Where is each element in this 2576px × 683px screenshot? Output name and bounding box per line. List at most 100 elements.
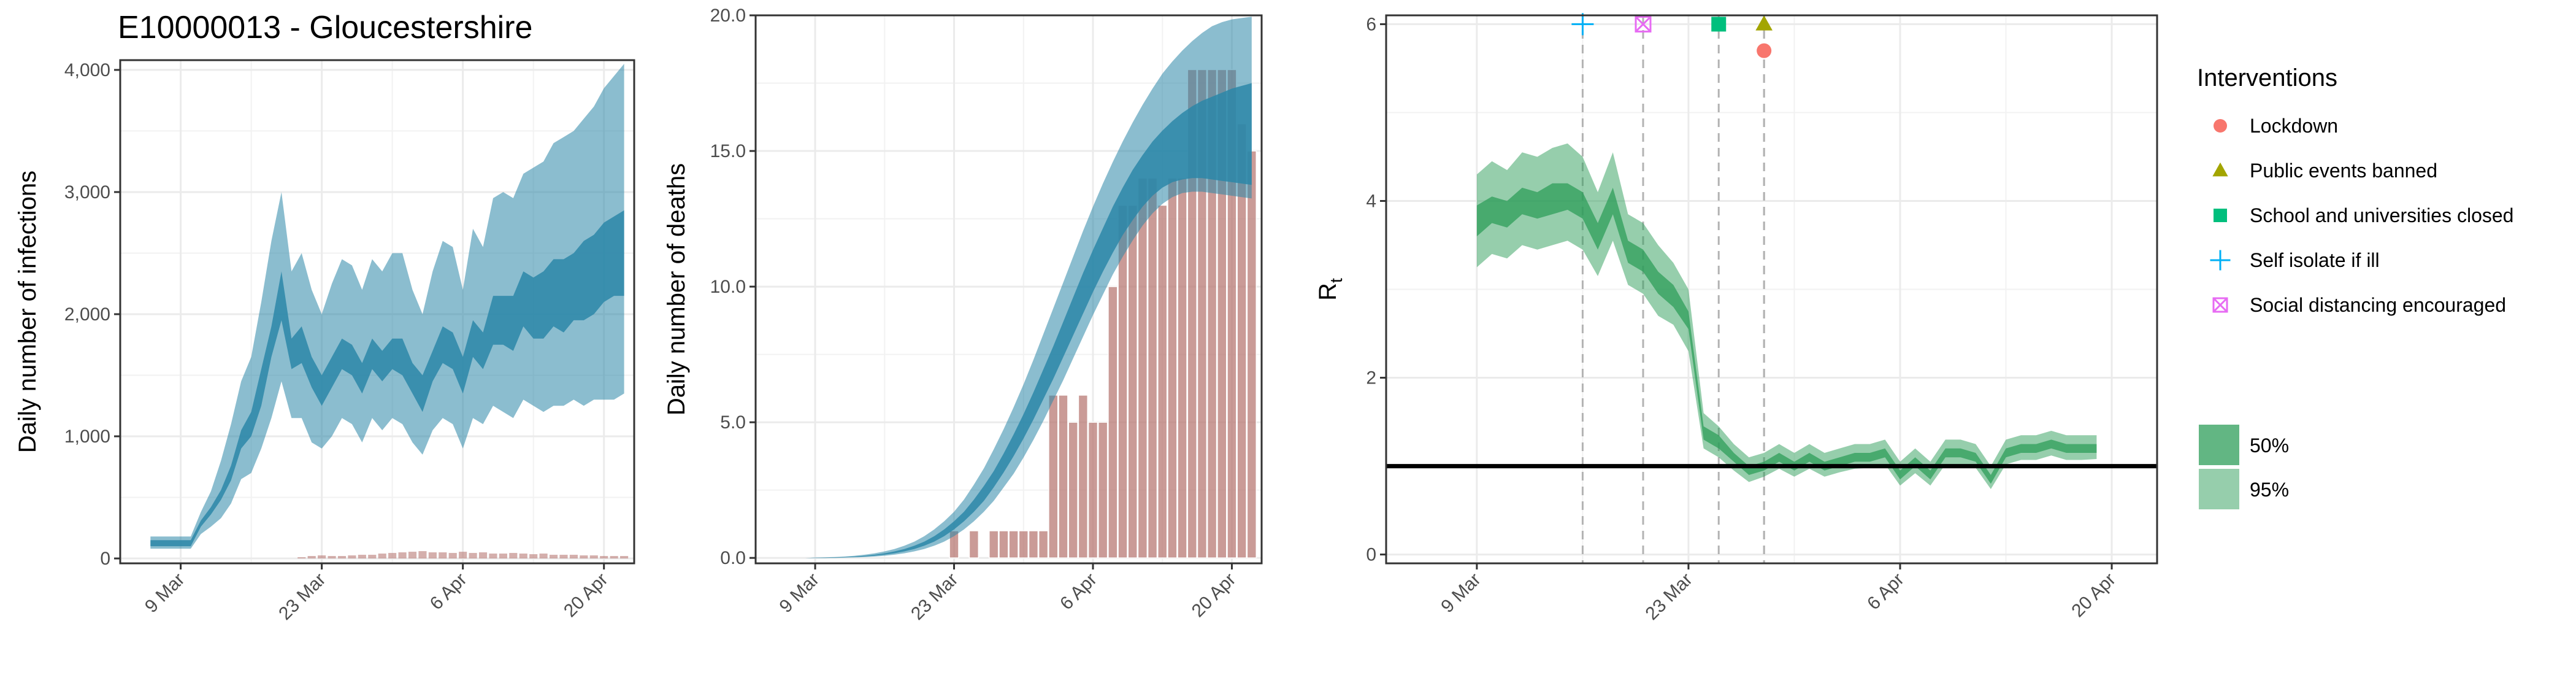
death-bar xyxy=(469,553,477,559)
legend-marker-triangle xyxy=(2212,162,2228,177)
death-bar xyxy=(529,554,538,559)
death-bar xyxy=(1246,150,1257,558)
x-tick-label: 23 Mar xyxy=(275,569,329,624)
x-tick-label: 23 Mar xyxy=(1642,569,1696,624)
legend-label: Public events banned xyxy=(2250,160,2437,182)
death-bar xyxy=(318,555,326,559)
x-tick-label: 20 Apr xyxy=(560,569,612,622)
death-bar xyxy=(1018,530,1029,558)
death-bar xyxy=(439,552,447,559)
death-bar xyxy=(1038,530,1049,558)
legend-marker-plus xyxy=(2210,250,2231,271)
marker-triangle xyxy=(2212,162,2228,177)
death-bar xyxy=(448,553,457,559)
marker-square xyxy=(1711,17,1727,32)
death-bar xyxy=(408,552,417,559)
y-tick-label: 3,000 xyxy=(64,182,110,203)
legend-label: Self isolate if ill xyxy=(2250,249,2380,271)
y-tick-label: 4,000 xyxy=(64,60,110,80)
death-bar xyxy=(489,554,497,559)
legend-band-label: 50% xyxy=(2250,434,2289,457)
death-bar xyxy=(348,555,356,559)
x-tick-label: 9 Mar xyxy=(775,569,823,617)
y-tick-label: 20.0 xyxy=(710,6,746,26)
death-bar xyxy=(478,552,488,559)
y-axis-title-main: R xyxy=(1314,283,1341,301)
legend-label: Social distancing encouraged xyxy=(2250,294,2506,316)
y-axis-title: Daily number of deaths xyxy=(663,163,690,415)
infections-band-95 xyxy=(150,64,624,549)
y-axis-title: Rt xyxy=(1314,278,1346,301)
death-bar xyxy=(580,555,588,559)
death-bar xyxy=(539,554,548,559)
plot-border xyxy=(754,14,1263,565)
death-bar xyxy=(388,553,397,559)
legend-band-swatch xyxy=(2199,425,2239,465)
rt-panel: 0 2 4 6 9 Mar 23 Mar 6 Apr 20 Apr Rt xyxy=(1314,13,2158,624)
deaths-panel: 0.0 5.0 10.0 15.0 20.0 9 Mar 23 Mar 6 Apr 20 Apr… xyxy=(663,6,1263,624)
marker-triangle xyxy=(1755,15,1773,31)
legend-band-swatch xyxy=(2199,469,2239,509)
death-bar xyxy=(1157,204,1168,558)
deaths-band-95 xyxy=(785,17,1252,558)
death-bar xyxy=(358,555,366,559)
y-tick-label: 0.0 xyxy=(720,548,746,568)
x-tick-label: 20 Apr xyxy=(1188,569,1240,622)
death-bar xyxy=(398,552,407,559)
legend-band-label: 95% xyxy=(2250,479,2289,501)
death-bar xyxy=(600,556,608,559)
death-bar xyxy=(499,554,507,559)
x-tick-label: 23 Mar xyxy=(907,569,962,624)
intervention-marker-square xyxy=(1711,17,1727,32)
marker-box xyxy=(2212,297,2228,313)
death-bar xyxy=(1087,422,1098,558)
death-bar xyxy=(1028,530,1039,558)
y-axis-title: Daily number of infections xyxy=(14,171,41,453)
y-tick-label: 2,000 xyxy=(64,304,110,325)
marker-box xyxy=(1635,15,1652,33)
death-bar xyxy=(569,555,578,559)
infections-panel: 0 1,000 2,000 3,000 4,000 9 Mar 23 Mar 6 Apr 20 … xyxy=(14,59,635,624)
y-tick-label: 1,000 xyxy=(64,426,110,447)
deaths-band-50 xyxy=(785,83,1252,558)
y-tick-label: 10.0 xyxy=(710,277,746,297)
intervention-marker-circle xyxy=(1757,43,1772,58)
death-bar xyxy=(378,554,386,559)
death-bar xyxy=(1058,395,1068,558)
marker-circle xyxy=(1757,43,1772,58)
plot-border xyxy=(1385,14,2158,565)
legend-marker-boxcross xyxy=(2212,297,2228,313)
x-tick-label: 6 Apr xyxy=(426,569,471,614)
legend-marker-circle xyxy=(2214,119,2227,133)
y-tick-label: 0 xyxy=(100,549,110,569)
marker-square xyxy=(2214,209,2227,222)
death-bar xyxy=(1167,177,1178,558)
x-tick-label: 9 Mar xyxy=(141,569,189,617)
death-bar xyxy=(459,552,467,559)
death-bar xyxy=(368,555,377,559)
death-bar xyxy=(1137,177,1148,558)
marker-cross-b xyxy=(2212,297,2228,313)
x-tick-label: 6 Apr xyxy=(1056,569,1101,614)
death-bar xyxy=(1048,395,1059,558)
legend-interventions-title: Interventions xyxy=(2197,64,2337,91)
death-bar xyxy=(1147,177,1158,558)
death-bar xyxy=(297,557,306,559)
y-axis-title-subscript: t xyxy=(1327,278,1346,283)
death-bar xyxy=(999,530,1009,558)
marker-circle xyxy=(2214,119,2227,133)
legend: Interventions Lockdown Public events bann… xyxy=(2197,64,2513,509)
death-bar xyxy=(1078,395,1089,558)
death-bar xyxy=(989,530,999,558)
plot-border xyxy=(119,59,635,565)
x-tick-label: 9 Mar xyxy=(1437,569,1485,617)
death-bar xyxy=(549,555,558,559)
death-bar xyxy=(509,553,518,559)
chart-title: E10000013 - Gloucestershire xyxy=(118,10,532,45)
death-bar xyxy=(428,552,437,559)
y-tick-label: 6 xyxy=(1366,14,1376,34)
death-bar xyxy=(1177,177,1187,558)
death-bar xyxy=(307,556,316,559)
death-bar xyxy=(1068,422,1078,558)
